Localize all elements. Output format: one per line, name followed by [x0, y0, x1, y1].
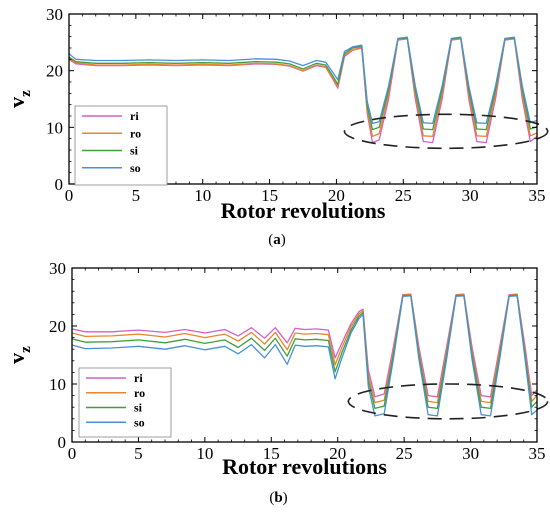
x-tick-label: 25 — [396, 444, 413, 463]
x-tick-label: 5 — [134, 444, 143, 463]
y-tick-label: 10 — [46, 118, 63, 137]
y-tick-label: 10 — [49, 375, 66, 394]
plot-frame — [71, 267, 538, 443]
legend-label-so: so — [134, 415, 145, 429]
legend-box — [78, 367, 172, 438]
chart-a: 0 5 10 15 20 25 30 35 0 10 20 30 Rotor revolutions vz… — [4, 5, 549, 248]
legend-label-ro: ro — [130, 126, 141, 140]
x-tick-label: 20 — [328, 186, 345, 205]
y-axis-label: vz — [4, 346, 34, 364]
x-tick-label: 10 — [196, 444, 213, 463]
series-line-so — [69, 36, 537, 125]
legend-label-si: si — [134, 401, 143, 415]
plot-area — [69, 36, 537, 144]
panel-caption-letter: a — [273, 232, 281, 248]
series-line-so — [72, 295, 537, 417]
x-axis-label: Rotor revolutions — [222, 454, 387, 479]
x-tick-label: 30 — [462, 186, 479, 205]
annotation-ellipse — [343, 113, 549, 150]
x-tick-label: 35 — [529, 444, 546, 463]
legend-label-ro: ro — [134, 386, 145, 400]
panel-caption-letter: b — [274, 490, 282, 506]
panel-caption: (a) — [268, 232, 286, 248]
annotation-ellipse — [347, 383, 549, 420]
legend-label-so: so — [130, 161, 141, 175]
y-tick-label: 20 — [46, 62, 63, 81]
legend: ri ro si so — [74, 105, 168, 186]
y-axis-label-subscript: z — [18, 90, 34, 97]
x-tick-label: 0 — [68, 444, 77, 463]
legend-label-si: si — [130, 144, 139, 158]
legend-box — [74, 105, 168, 186]
x-tick-label: 25 — [395, 186, 412, 205]
plot-area — [72, 293, 537, 417]
x-tick-label: 15 — [263, 444, 280, 463]
y-axis-label-subscript: z — [18, 346, 34, 353]
x-tick-label: 30 — [462, 444, 479, 463]
y-axis-label-main: v — [4, 97, 29, 108]
y-tick-label: 30 — [46, 5, 63, 24]
series-line-ro — [69, 37, 537, 138]
x-tick-label: 5 — [132, 186, 141, 205]
panel-caption: (b) — [269, 490, 287, 506]
legend-label-ri: ri — [130, 109, 139, 123]
x-tick-label: 15 — [261, 186, 278, 205]
y-tick-label: 20 — [49, 317, 66, 336]
x-axis-label: Rotor revolutions — [221, 198, 386, 223]
x-tick-label: 0 — [65, 186, 74, 205]
y-axis-label: vz — [4, 90, 34, 108]
series-line-ro — [72, 294, 537, 404]
x-tick-label: 10 — [194, 186, 211, 205]
y-tick-label: 0 — [58, 433, 67, 452]
y-axis-label-main: v — [4, 353, 29, 364]
legend-label-ri: ri — [134, 371, 143, 385]
y-tick-label: 30 — [49, 259, 66, 278]
x-tick-label: 20 — [329, 444, 346, 463]
x-tick-label: 35 — [529, 186, 546, 205]
y-tick-label: 0 — [55, 175, 64, 194]
series-line-ri — [72, 293, 537, 398]
series-line-si — [72, 294, 537, 410]
chart-b: 0 5 10 15 20 25 30 35 0 10 20 30 Rotor revolutions vz… — [4, 259, 549, 506]
series-line-si — [69, 37, 537, 131]
plot-frame — [68, 13, 538, 185]
